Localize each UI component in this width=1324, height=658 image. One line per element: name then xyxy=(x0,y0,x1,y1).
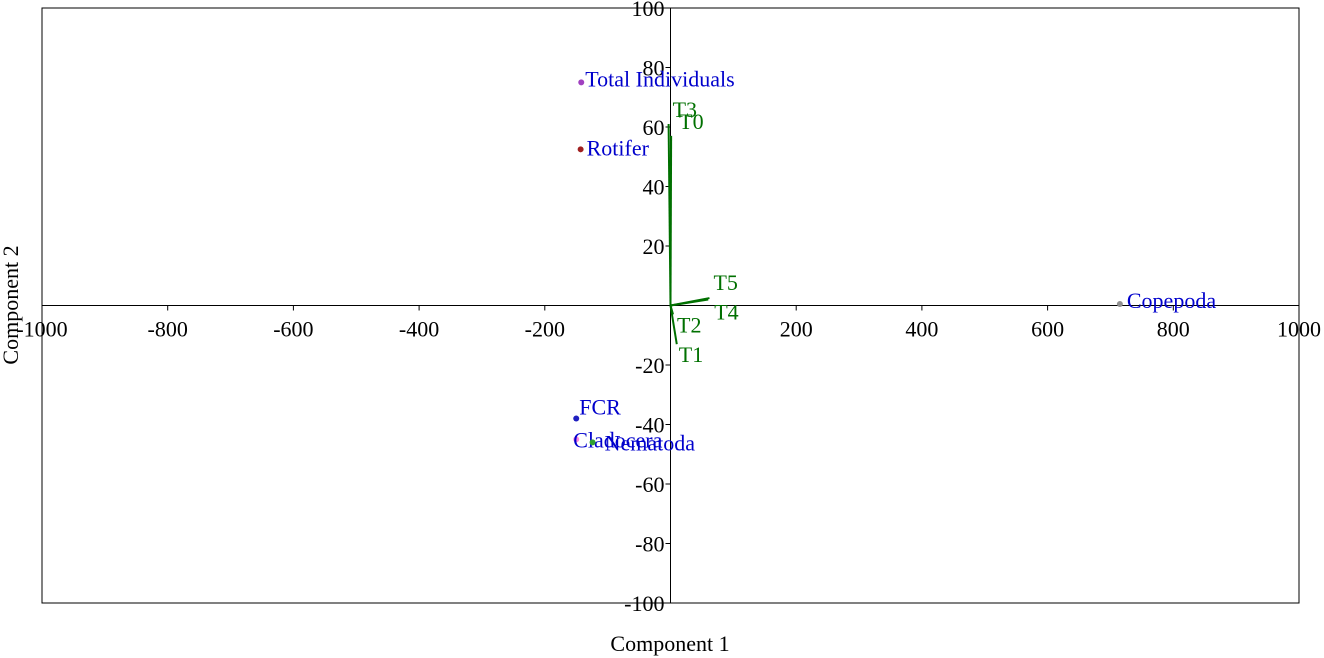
point-label-fcr: FCR xyxy=(579,395,621,420)
x-tick-label: 200 xyxy=(780,317,813,342)
point-label-copepoda: Copepoda xyxy=(1127,288,1216,313)
y-tick-label: 20 xyxy=(643,234,665,259)
x-tick-label: -400 xyxy=(399,317,439,342)
point-label-total-individuals: Total Individuals xyxy=(585,66,734,91)
vector-label-t3: T3 xyxy=(673,97,697,122)
vector-label-t0: T0 xyxy=(679,109,703,134)
point-label-cladocera: Cladocera xyxy=(573,427,662,452)
vector-label-t1: T1 xyxy=(679,342,703,367)
loading-vector-t0 xyxy=(669,135,673,306)
x-axis-title: Component 1 xyxy=(610,631,729,656)
point-total-individuals xyxy=(578,79,585,86)
y-tick-label: 60 xyxy=(643,115,665,140)
y-axis-ticks: -100 -80 -60 -40 -20 20 40 60 80 100 xyxy=(624,0,671,616)
point-cladocera xyxy=(573,436,580,443)
y-tick-label: -40 xyxy=(635,413,664,438)
vector-label-t4: T4 xyxy=(714,300,738,325)
point-rotifer xyxy=(577,146,584,153)
loading-vector-t4 xyxy=(670,298,709,307)
point-nematoda xyxy=(589,439,596,446)
vector-label-t5: T5 xyxy=(713,270,737,295)
point-label-rotifer: Rotifer xyxy=(587,135,650,160)
score-points: Total Individuals Rotifer Copepoda FCR Clado… xyxy=(573,66,1216,455)
x-tick-label: -1000 xyxy=(16,317,67,342)
y-tick-label: -60 xyxy=(635,472,664,497)
y-tick-label: 100 xyxy=(632,0,665,21)
x-tick-label: 1000 xyxy=(1277,317,1321,342)
x-tick-label: -600 xyxy=(273,317,313,342)
x-tick-label: -200 xyxy=(525,317,565,342)
y-tick-label: -80 xyxy=(635,532,664,557)
x-axis-ticks: -1000 -800 -600 -400 -200 200 400 600 800 1000 xyxy=(16,305,1321,342)
loading-vector-t1 xyxy=(669,305,678,345)
x-tick-label: 400 xyxy=(905,317,938,342)
point-fcr xyxy=(573,415,580,422)
x-tick-label: 800 xyxy=(1157,317,1190,342)
x-tick-label: 600 xyxy=(1031,317,1064,342)
x-tick-label: -800 xyxy=(148,317,188,342)
point-label-nematoda: Nematoda xyxy=(605,430,696,455)
point-copepoda xyxy=(1116,301,1123,308)
y-tick-label: 80 xyxy=(643,56,665,81)
y-tick-label: 40 xyxy=(643,175,665,200)
y-axis-title: Component 2 xyxy=(0,245,23,364)
vector-label-t2: T2 xyxy=(677,312,701,337)
y-tick-label: -20 xyxy=(635,353,664,378)
y-tick-label: -100 xyxy=(624,591,664,616)
